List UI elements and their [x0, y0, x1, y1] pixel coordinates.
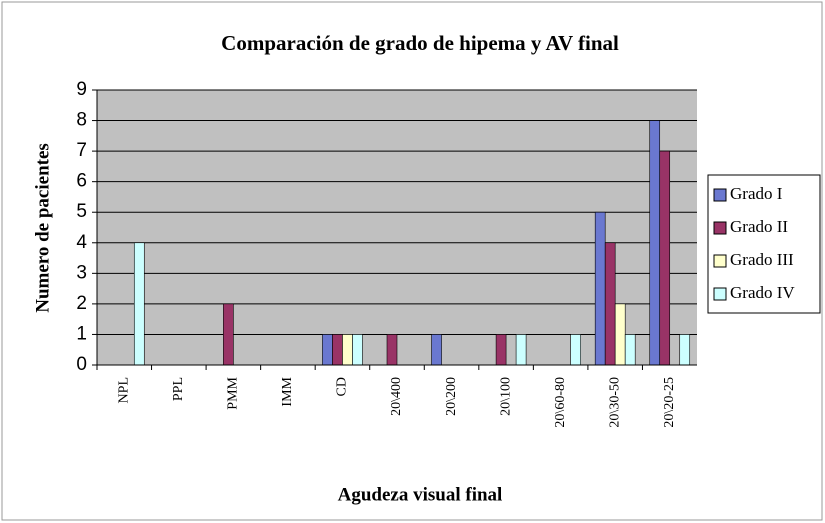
- x-tick-label: 20\20-25: [662, 377, 677, 428]
- bar: [604, 242, 616, 366]
- bar: [223, 303, 234, 366]
- x-tick-label: 20\100: [498, 377, 513, 416]
- x-axis-label: Agudeza visual final: [338, 484, 503, 505]
- legend-swatch: [713, 287, 727, 301]
- x-tick-label: IMM: [280, 376, 295, 406]
- bar: [570, 334, 581, 366]
- x-tick-label: NPL: [116, 377, 131, 403]
- bar: [614, 303, 626, 366]
- bar: [431, 334, 442, 366]
- legend-swatch: [713, 221, 727, 235]
- bar: [342, 334, 353, 366]
- legend-label: Grado I: [730, 184, 783, 203]
- y-tick-label: 0: [76, 354, 87, 375]
- bar: [679, 334, 691, 366]
- x-tick-label: 20\400: [389, 377, 404, 416]
- legend-label: Grado II: [730, 217, 788, 236]
- x-tick-label: 20\200: [444, 377, 459, 416]
- bar: [133, 242, 145, 366]
- bar: [649, 120, 661, 366]
- bar: [594, 211, 606, 366]
- y-tick-label: 8: [76, 110, 87, 131]
- bar: [386, 334, 398, 366]
- bar: [352, 334, 363, 366]
- bar: [322, 334, 333, 366]
- y-tick-label: 6: [76, 171, 87, 192]
- bar: [332, 334, 343, 366]
- x-tick-label: CD: [335, 377, 350, 396]
- y-tick-label: 3: [76, 262, 87, 283]
- y-tick-label: 9: [76, 79, 87, 100]
- x-tick-label: 20\60-80: [553, 377, 568, 428]
- x-tick-label: PMM: [226, 376, 241, 409]
- y-axis-label: Numero de pacientes: [32, 143, 53, 313]
- legend-box: [707, 174, 821, 314]
- chart-title: Comparación de grado de hipema y AV fina…: [221, 31, 619, 55]
- legend-label: Grado III: [730, 250, 794, 269]
- legend-swatch: [713, 254, 727, 268]
- bar: [515, 334, 527, 366]
- bar: [624, 334, 636, 366]
- bar: [495, 334, 507, 366]
- y-tick-label: 1: [76, 323, 87, 344]
- y-tick-label: 7: [76, 140, 87, 161]
- x-tick-label: PPL: [171, 377, 186, 401]
- y-tick-label: 5: [76, 201, 87, 222]
- legend-label: Grado IV: [730, 283, 795, 302]
- x-tick-label: 20\30-50: [607, 377, 622, 428]
- bar: [659, 150, 671, 366]
- legend-swatch: [713, 188, 727, 202]
- y-tick-label: 2: [76, 293, 87, 314]
- y-tick-label: 4: [76, 232, 87, 253]
